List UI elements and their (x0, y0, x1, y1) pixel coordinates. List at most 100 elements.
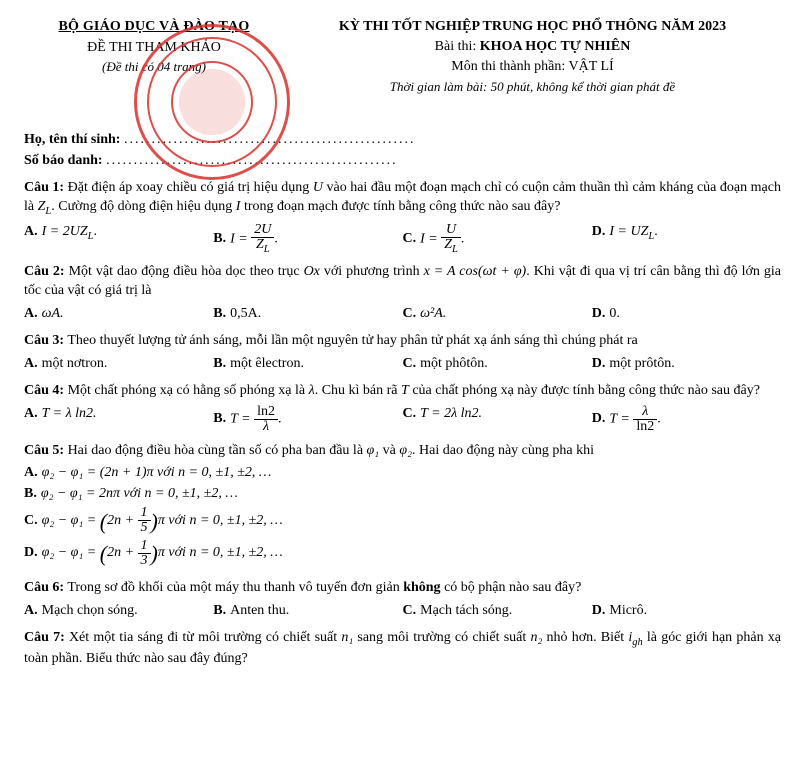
q5-text-a: Hai dao động điều hòa cùng tần số có pha… (68, 443, 367, 458)
opt-c-label: C. (403, 306, 417, 321)
question-1: Câu 1: Đặt điện áp xoay chiều có giá trị… (24, 179, 781, 255)
q7-n2: n₂ (530, 630, 542, 645)
opt-a-label: A. (24, 406, 38, 421)
component-line: Môn thi thành phần: VẬT LÍ (284, 58, 781, 77)
opt-d-label: D. (592, 224, 606, 239)
q5-opt-b: B.φ₂ − φ₁ = 2nπ với n = 0, ±1, ±2, … (24, 485, 781, 504)
q1-text-a: Đặt điện áp xoay chiều có giá trị hiệu d… (68, 180, 313, 195)
q6-options: A.Mạch chọn sóng. B.Anten thu. C.Mạch tá… (24, 602, 781, 621)
opt-a-label: A. (24, 603, 38, 618)
question-3: Câu 3: Theo thuyết lượng tử ánh sáng, mỗ… (24, 332, 781, 374)
q1-U: U (313, 180, 323, 195)
q6-c-text: Mạch tách sóng. (420, 603, 512, 618)
component-name: VẬT LÍ (568, 59, 613, 74)
q6-opt-c: C.Mạch tách sóng. (403, 602, 592, 621)
q4-opt-b: B.T = ln2λ. (213, 405, 402, 434)
q5-d-num: 1 (138, 539, 151, 554)
q1-opt-d: D.I = UZL. (592, 223, 781, 255)
subject-line: Bài thi: KHOA HỌC TỰ NHIÊN (284, 38, 781, 57)
q4-d-pre: T = (609, 411, 633, 426)
q3-opt-a: A. một nơtron. (24, 355, 213, 374)
opt-a-label: A. (24, 465, 38, 480)
q3-text: Theo thuyết lượng tử ánh sáng, mỗi lần m… (67, 333, 637, 348)
question-5: Câu 5: Hai dao động điều hòa cùng tần số… (24, 442, 781, 571)
q4-text-a: Một chất phóng xạ có hằng số phóng xạ là (68, 383, 309, 398)
q7-text-b: sang môi trường có chiết suất (353, 630, 530, 645)
exam-title: KỲ THI TỐT NGHIỆP TRUNG HỌC PHỔ THÔNG NĂ… (284, 18, 781, 37)
q1-d-text: I = UZ (609, 224, 648, 239)
q5-c-pre: φ₂ − φ₁ = (42, 513, 100, 528)
q5-text-b: . Hai dao động này cùng pha khi (412, 443, 594, 458)
id-label: Số báo danh: (24, 153, 103, 168)
q6-b-text: Anten thu. (230, 603, 289, 618)
q4-b-num: ln2 (254, 405, 278, 420)
q1-label: Câu 1: (24, 180, 64, 195)
opt-b-label: B. (213, 231, 226, 246)
q2-Ox: Ox (304, 264, 320, 279)
q4-d-num: λ (633, 405, 657, 420)
q4-opt-a: A. T = λ ln2. (24, 405, 213, 434)
q1-opt-a: A.I = 2UZL. (24, 223, 213, 255)
q1-c-den-z: Z (444, 237, 452, 252)
q1-a-dot: . (93, 224, 97, 239)
q2-eq: x = A cos(ωt + φ) (424, 264, 527, 279)
opt-a-label: A. (24, 306, 38, 321)
q5-opt-a: A.φ₂ − φ₁ = (2n + 1)π với n = 0, ±1, ±2,… (24, 464, 781, 483)
q2-d-text: 0. (609, 306, 620, 321)
q1-ZL: ZL (38, 199, 52, 214)
q5-b-text: φ₂ − φ₁ = 2nπ với n = 0, ±1, ±2, … (41, 486, 238, 501)
q2-options: A.ωA. B.0,5A. C.ω²A. D.0. (24, 305, 781, 324)
opt-c-label: C. (24, 513, 38, 528)
subject-name: KHOA HỌC TỰ NHIÊN (480, 39, 631, 54)
q4-T: T (401, 383, 409, 398)
q4-text-c: của chất phóng xạ này được tính bằng côn… (409, 383, 760, 398)
q1-d-dot: . (654, 224, 658, 239)
opt-a-label: A. (24, 356, 38, 371)
q4-c-text: T = 2λ ln2. (420, 406, 482, 421)
q5-c-close: ) (151, 509, 158, 534)
q1-c-den: ZL (441, 238, 461, 255)
q6-opt-a: A. Mạch chọn sóng. (24, 602, 213, 621)
q6-a-text: Mạch chọn sóng. (42, 603, 138, 618)
q4-opt-c: C.T = 2λ ln2. (403, 405, 592, 434)
q1-b-num: 2U (251, 223, 274, 238)
name-label: Họ, tên thí sinh: (24, 132, 120, 147)
q4-text-b: . Chu kì bán rã (315, 383, 401, 398)
opt-c-label: C. (403, 356, 417, 371)
q7-label: Câu 7: (24, 630, 65, 645)
id-dots: ........................................… (106, 153, 398, 168)
q4-d-dot: . (657, 411, 661, 426)
q3-label: Câu 3: (24, 333, 64, 348)
q5-and: và (379, 443, 399, 458)
q6-bold: không (403, 580, 440, 595)
exam-reference: ĐỀ THI THAM KHẢO (24, 39, 284, 58)
q2-c-text: ω²A. (420, 306, 446, 321)
q5-c-in: 2n + (107, 513, 137, 528)
q3-d-text: một prôtôn. (609, 356, 674, 371)
q3-a-text: một nơtron. (42, 356, 108, 371)
q5-c-num: 1 (138, 506, 151, 521)
q1-opt-c: C.I = UZL. (403, 223, 592, 255)
q7-text-a: Xét một tia sáng đi từ môi trường có chi… (69, 630, 341, 645)
question-2: Câu 2: Một vật dao động điều hòa dọc the… (24, 263, 781, 324)
opt-d-label: D. (592, 356, 606, 371)
q1-c-pre: I = (420, 231, 441, 246)
opt-b-label: B. (213, 411, 226, 426)
header-right: KỲ THI TỐT NGHIỆP TRUNG HỌC PHỔ THÔNG NĂ… (284, 18, 781, 95)
subject-prefix: Bài thi: (435, 39, 477, 54)
opt-d-label: D. (24, 545, 38, 560)
q5-d-pre: φ₂ − φ₁ = (42, 545, 100, 560)
q3-opt-d: D.một prôtôn. (592, 355, 781, 374)
opt-b-label: B. (213, 306, 226, 321)
q3-c-text: một phôtôn. (420, 356, 488, 371)
q6-text-a: Trong sơ đồ khối của một máy thu thanh v… (67, 580, 403, 595)
q5-d-in: 2n + (107, 545, 137, 560)
q5-d-tail: π với n = 0, ±1, ±2, … (158, 545, 283, 560)
q6-text-b: có bộ phận nào sau đây? (441, 580, 582, 595)
time-line: Thời gian làm bài: 50 phút, không kể thờ… (284, 78, 781, 96)
q5-c-den: 5 (138, 521, 151, 535)
q6-opt-d: D.Micrô. (592, 602, 781, 621)
q5-d-open: ( (100, 541, 107, 566)
q4-a-text: T = λ ln2. (42, 406, 97, 421)
q4-options: A.T = λ ln2. B.T = ln2λ. C.T = 2λ ln2. D… (24, 405, 781, 434)
